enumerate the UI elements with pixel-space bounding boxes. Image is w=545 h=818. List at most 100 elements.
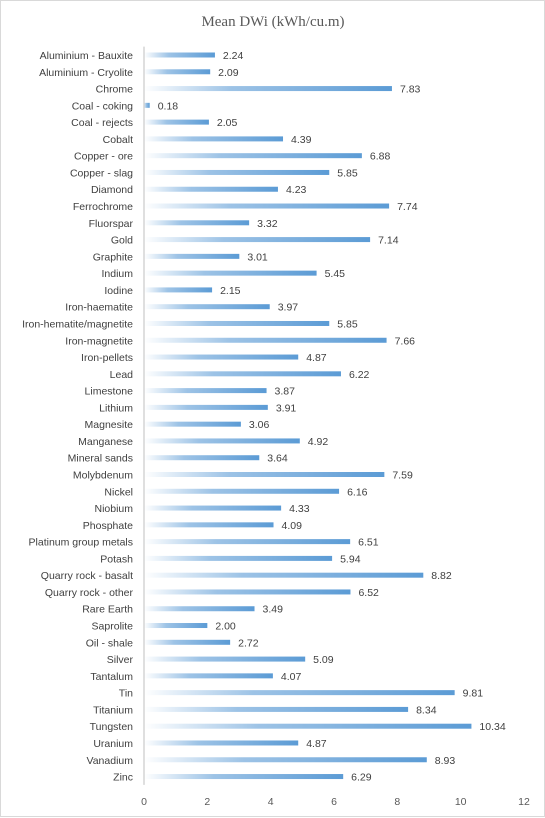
- bar: [144, 69, 211, 75]
- value-label: 4.39: [291, 134, 312, 146]
- category-label: Gold: [111, 235, 133, 247]
- chart-title: Mean DWi (kWh/cu.m): [201, 14, 344, 30]
- value-label: 7.66: [395, 335, 416, 347]
- bar: [144, 237, 371, 243]
- category-label: Manganese: [78, 436, 133, 448]
- category-label: Tungsten: [90, 721, 134, 733]
- bar: [144, 505, 282, 511]
- value-label: 8.93: [435, 755, 456, 767]
- category-label: Vanadium: [86, 755, 133, 767]
- category-label: Quarry rock - basalt: [41, 570, 133, 582]
- value-label: 4.09: [282, 520, 303, 532]
- category-label: Titanium: [93, 704, 133, 716]
- x-axis-ticks: 0 2 4 6 8 10 12: [141, 796, 530, 808]
- value-label: 2.09: [218, 67, 239, 79]
- category-label: Iron-haematite: [65, 302, 133, 314]
- value-label: 5.45: [325, 268, 346, 280]
- value-label: 3.06: [249, 419, 270, 431]
- value-label: 4.07: [281, 671, 302, 683]
- value-label: 3.97: [278, 302, 299, 314]
- bar: [144, 270, 317, 276]
- category-label: Rare Earth: [82, 604, 133, 616]
- bar: [144, 354, 299, 360]
- x-tick-label: 12: [518, 796, 530, 808]
- category-label: Oil - shale: [86, 637, 133, 649]
- value-label: 6.16: [347, 486, 368, 498]
- bar: [144, 337, 387, 343]
- bar: [144, 589, 351, 595]
- category-label: Tantalum: [90, 671, 133, 683]
- x-tick-label: 8: [394, 796, 400, 808]
- value-label: 6.29: [351, 772, 372, 784]
- category-label: Tin: [119, 688, 133, 700]
- category-label: Aluminium - Bauxite: [40, 50, 134, 62]
- value-label: 4.87: [306, 738, 327, 750]
- value-label: 5.85: [337, 167, 358, 179]
- bar: [144, 740, 299, 746]
- bar: [144, 488, 340, 494]
- value-label: 6.22: [349, 369, 370, 381]
- bar: [144, 136, 284, 142]
- bar: [144, 455, 260, 461]
- bar: [144, 572, 424, 578]
- bar: [144, 690, 455, 696]
- value-label: 6.52: [358, 587, 379, 599]
- value-label: 9.81: [463, 688, 484, 700]
- bar: [144, 774, 344, 780]
- bar: [144, 371, 341, 377]
- bar: [144, 119, 209, 125]
- bar: [144, 304, 270, 310]
- value-label: 6.51: [358, 537, 379, 549]
- category-label: Iodine: [104, 285, 133, 297]
- bar: [144, 522, 274, 528]
- bar: [144, 555, 333, 561]
- value-label: 7.59: [392, 470, 413, 482]
- bar: [144, 723, 472, 729]
- category-label: Iron-hematite/magnetite: [22, 318, 133, 330]
- value-label: 3.91: [276, 402, 297, 414]
- value-label: 4.92: [308, 436, 329, 448]
- value-label: 4.33: [289, 503, 310, 515]
- x-tick-label: 6: [331, 796, 337, 808]
- category-label: Copper - slag: [70, 167, 133, 179]
- value-label: 0.18: [158, 100, 179, 112]
- bar: [144, 186, 278, 192]
- value-label: 3.49: [263, 604, 284, 616]
- category-label: Lead: [110, 369, 134, 381]
- value-label: 7.14: [378, 235, 399, 247]
- category-label: Platinum group metals: [29, 537, 133, 549]
- bar: [144, 472, 385, 477]
- category-label: Fluorspar: [89, 218, 134, 230]
- category-label: Mineral sands: [68, 453, 133, 465]
- bar: [144, 438, 300, 444]
- category-label: Lithium: [99, 402, 133, 414]
- value-label: 7.74: [397, 201, 418, 213]
- bar: [144, 404, 268, 410]
- bar: [144, 706, 409, 712]
- value-label: 8.82: [431, 570, 452, 582]
- labels-layer: Aluminium - Bauxite 2.24 Aluminium - Cryol…: [22, 50, 506, 784]
- bar: [144, 639, 231, 645]
- category-label: Cobalt: [103, 134, 133, 146]
- category-label: Indium: [101, 268, 133, 280]
- bar: [144, 52, 215, 58]
- value-label: 7.83: [400, 84, 421, 96]
- category-label: Chrome: [96, 84, 134, 96]
- value-label: 2.15: [220, 285, 241, 297]
- category-label: Copper - ore: [74, 151, 133, 163]
- bar: [144, 388, 267, 394]
- category-label: Phosphate: [83, 520, 133, 532]
- category-label: Niobium: [94, 503, 133, 515]
- value-label: 2.72: [238, 637, 259, 649]
- category-label: Graphite: [93, 251, 133, 263]
- bar: [144, 86, 392, 92]
- bar: [144, 169, 330, 175]
- value-label: 3.01: [247, 251, 268, 263]
- category-label: Diamond: [91, 184, 133, 196]
- category-label: Coal - rejects: [71, 117, 133, 129]
- category-label: Limestone: [85, 386, 134, 398]
- category-label: Zinc: [113, 772, 133, 784]
- bar: [144, 673, 273, 679]
